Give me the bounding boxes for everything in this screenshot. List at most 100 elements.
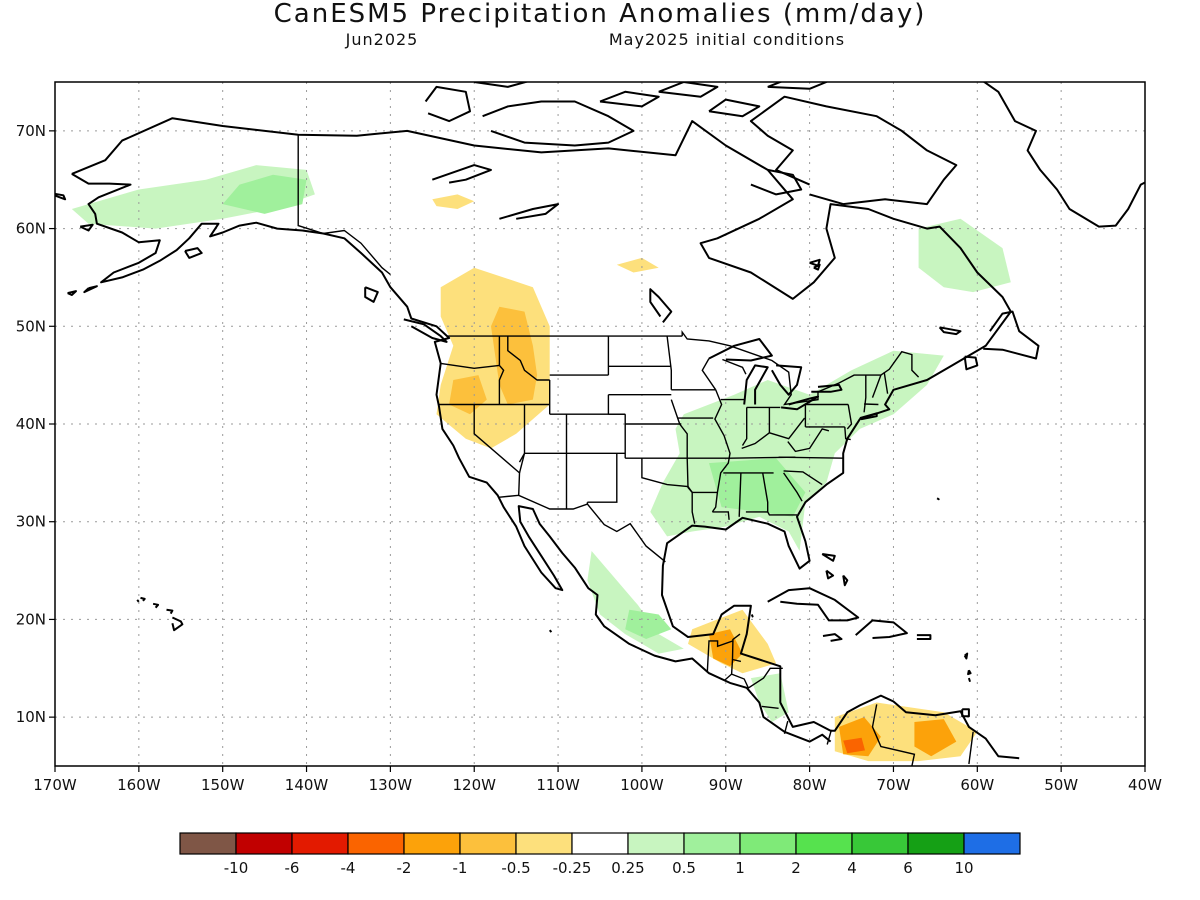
colorbar-swatch-8 [627, 832, 685, 855]
border-state-ca-nv [473, 404, 521, 496]
border-colombia-venezuela [871, 704, 916, 766]
border-state-wi-mi [722, 358, 747, 375]
island-kodiak-island [184, 247, 203, 259]
island-arctic-island-2 [658, 82, 719, 98]
lon-tick-label-170W: 170W [33, 776, 77, 794]
colorbar-label-10: 2 [791, 859, 801, 877]
border-state-ma-line [864, 403, 879, 406]
border-state-mississippi-river [711, 389, 731, 513]
coastline-hawaii-big-island [171, 616, 184, 632]
anomaly-region-17 [914, 719, 957, 757]
border-venezuela-guyana [968, 731, 974, 765]
colorbar-swatch-10 [739, 832, 797, 855]
island-lesser-antilles-3 [967, 677, 971, 682]
lat-tick-label-70N: 70N [16, 122, 46, 140]
coastline-layer [55, 67, 1145, 760]
colorbar-label-4: -1 [453, 859, 468, 877]
coastline-lake-superior [708, 338, 773, 362]
border-state-de-md [844, 426, 851, 441]
lon-tick-label-70W: 70W [877, 776, 911, 794]
colorbar-swatch-2 [291, 832, 349, 855]
island-arctic-island-5 [474, 82, 530, 88]
coastline-lake-winnipeg [649, 288, 673, 324]
lat-tick-label-10N: 10N [16, 708, 46, 726]
island-arctic-island-3 [599, 90, 660, 108]
coastline-vancouver-island [403, 318, 448, 343]
colorbar-label-0: -10 [224, 859, 249, 877]
border-state-nh-vt [871, 374, 882, 398]
lon-tick-label-160W: 160W [117, 776, 161, 794]
colorbar-label-13: 10 [954, 859, 973, 877]
border-state-fl-north [745, 511, 797, 516]
colorbar-label-3: -2 [397, 859, 412, 877]
colorbar-swatch-14 [963, 832, 1021, 855]
colorbar-label-2: -4 [341, 859, 356, 877]
coastline-hawaii-kauai [140, 596, 146, 602]
colorbar-label-6: -0.25 [553, 859, 592, 877]
border-panama-colombia [826, 729, 833, 745]
border-honduras-salvador-nicaragua [731, 667, 783, 690]
latitude-axis: 10N 20N 30N 40N 50N 60N 70N [16, 122, 55, 726]
border-state-nc-sc [783, 470, 823, 486]
island-nunivak-island [79, 223, 94, 232]
island-cape-breton [963, 355, 979, 371]
colorbar-swatch-4 [403, 832, 461, 855]
coastline-banks-island [424, 85, 471, 123]
anomaly-region-9 [587, 551, 684, 654]
coastline-lake-michigan [743, 364, 769, 405]
island-trinidad [961, 708, 970, 718]
lat-tick-label-40N: 40N [16, 415, 46, 433]
political-border-layer [297, 134, 974, 766]
border-state-wa-or [440, 362, 500, 370]
chart-title: CanESM5 Precipitation Anomalies (mm/day) [274, 0, 927, 29]
lon-tick-label-100W: 100W [620, 776, 664, 794]
lon-tick-label-50W: 50W [1044, 776, 1078, 794]
coastline-great-bear-lake [431, 164, 492, 184]
coastline-victoria-island [482, 100, 635, 147]
colorbar-label-11: 4 [847, 859, 857, 877]
coastline-cuba [767, 587, 860, 622]
anomaly-region-6 [616, 257, 659, 273]
coastline-hispaniola [855, 619, 908, 639]
colorbar-swatch-12 [851, 832, 909, 855]
lon-tick-label-150W: 150W [201, 776, 245, 794]
border-state-dakotas-mn [666, 336, 672, 390]
color-scale-legend: -10 -6 -4 -2 -1 -0.5 -0.25 0.25 0.5 1 2 4 6 10 [179, 832, 1021, 877]
border-state-az-west [518, 453, 526, 474]
island-lesser-antilles-1 [963, 652, 969, 660]
coastline-baffin-island [749, 95, 958, 206]
border-us-mexico [498, 494, 666, 563]
border-us-canada-east [681, 329, 920, 406]
lon-tick-label-90W: 90W [709, 776, 743, 794]
border-state-ny-vt [863, 375, 867, 413]
border-state-or-id [498, 364, 505, 405]
lat-tick-label-20N: 20N [16, 610, 46, 628]
colorbar-swatch-11 [795, 832, 853, 855]
coastline-southampton-island [750, 168, 803, 196]
island-arctic-island-1 [558, 67, 642, 77]
border-state-me-nh [883, 372, 889, 394]
coastline-greenland [982, 82, 1145, 228]
lon-tick-label-40W: 40W [1128, 776, 1162, 794]
island-long-island [859, 412, 878, 421]
anomaly-region-10 [625, 609, 672, 639]
coastline-lake-huron [771, 364, 803, 396]
colorbar-label-5: -0.5 [501, 859, 530, 877]
anomaly-region-5 [432, 194, 475, 209]
lon-tick-label-60W: 60W [960, 776, 994, 794]
island-aleutian-1 [83, 285, 98, 294]
island-haida-gwaii [364, 286, 379, 303]
anomaly-region-1 [222, 174, 307, 214]
island-yucatan-island [750, 614, 754, 618]
valid-month-label: Jun2025 [345, 30, 419, 49]
colorbar-swatch-5 [459, 832, 517, 855]
island-aleutian-2 [67, 290, 77, 296]
coastline-jamaica [822, 633, 843, 642]
initial-conditions-label: May2025 initial conditions [609, 30, 845, 49]
border-state-ne-ia-mo [670, 399, 688, 459]
anomaly-region-16 [843, 737, 865, 754]
island-arctic-island-6 [767, 82, 828, 90]
border-nicaragua-costa-rica [761, 705, 779, 709]
longitude-axis: 170W 160W 150W 140W 130W 120W 110W 100W 90W 80W 70… [33, 766, 1162, 794]
